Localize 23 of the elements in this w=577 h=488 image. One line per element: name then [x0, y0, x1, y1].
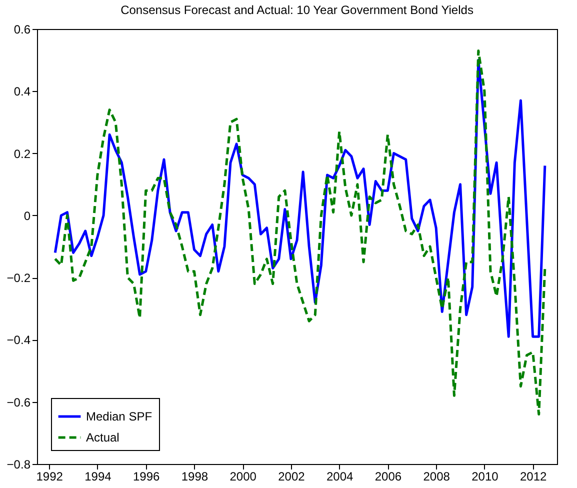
y-tick-label: −0.6	[6, 395, 31, 410]
legend-label: Actual	[86, 430, 120, 444]
x-tick-label: 2006	[374, 470, 402, 484]
y-tick-label: −0.2	[6, 271, 31, 286]
y-tick-label: 0.4	[14, 84, 31, 99]
y-tick-label: 0.6	[14, 22, 31, 36]
x-tick-label: 2002	[278, 470, 306, 484]
x-tick-label: 2000	[230, 470, 257, 484]
x-tick-label: 1994	[84, 470, 112, 484]
legend-label: Median SPF	[86, 410, 152, 424]
y-tick-label: −0.8	[6, 458, 31, 472]
x-tick-label: 2004	[326, 470, 354, 484]
line-series	[54, 58, 546, 338]
x-tick-label: 1998	[181, 470, 208, 484]
x-tick-label: 2008	[423, 470, 450, 484]
y-tick-label: 0.2	[14, 146, 31, 161]
x-tick-label: 1996	[132, 470, 160, 484]
chart-title: Consensus Forecast and Actual: 10 Year Government Bond Yields	[120, 3, 474, 17]
x-tick-label: 2012	[520, 470, 547, 484]
x-tick-label: 1992	[36, 470, 64, 484]
x-tick-label: 2010	[472, 470, 499, 484]
y-tick-label: 0	[24, 208, 31, 223]
y-tick-label: −0.4	[6, 333, 31, 348]
